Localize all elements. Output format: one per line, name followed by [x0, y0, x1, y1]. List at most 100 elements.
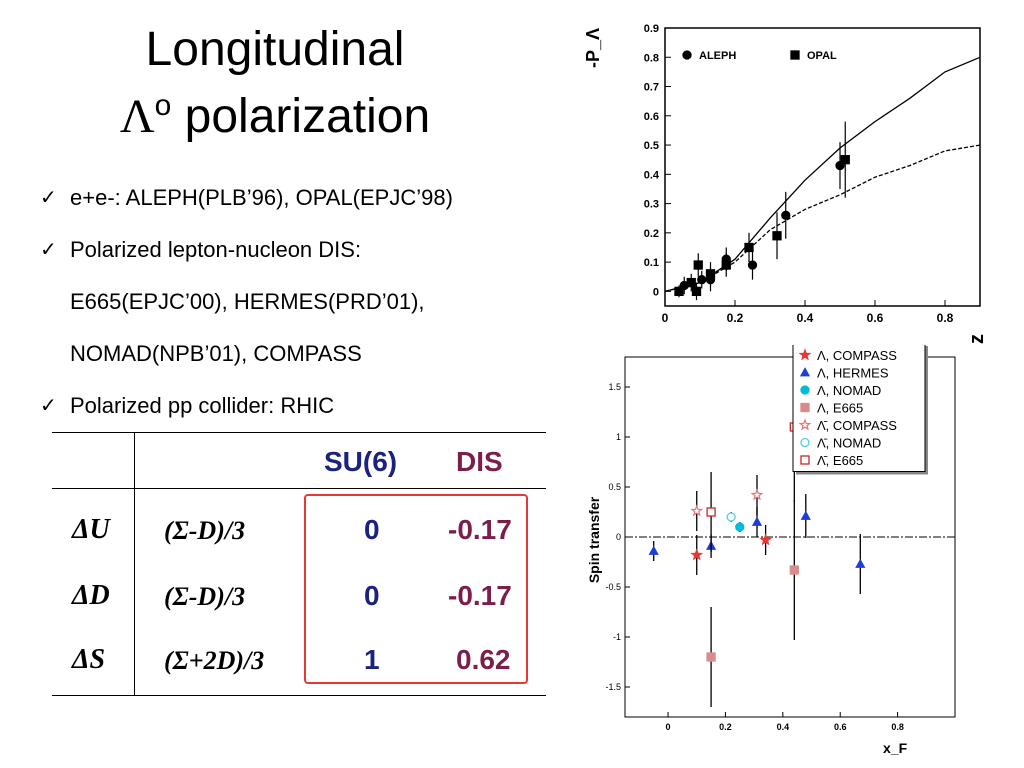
y-tick-label: 0.5 — [608, 482, 621, 492]
bullet-text: e+e-: ALEPH(PLB’96), OPAL(EPJC’98) — [70, 185, 453, 210]
x-tick-label: 0.8 — [937, 311, 954, 325]
data-point — [781, 210, 791, 220]
y-tick-label: 0.5 — [644, 140, 659, 152]
data-point — [706, 507, 716, 517]
legend-label: Λ̄, E665 — [817, 453, 863, 468]
data-point — [705, 269, 716, 279]
data-point — [800, 385, 810, 395]
data-point — [693, 260, 703, 270]
data-point — [840, 155, 850, 165]
data-point — [750, 488, 764, 501]
y-tick-label: 0.8 — [644, 52, 659, 64]
data-point — [697, 275, 707, 285]
y-tick-label: 1 — [616, 432, 621, 442]
data-point — [799, 367, 811, 377]
title-line-2: Λo polarization — [60, 78, 490, 145]
data-point — [690, 548, 704, 561]
bullet-text: E665(EPJC’00), HERMES(PRD’01), — [70, 289, 425, 314]
row-su6-value: 1 — [364, 644, 380, 675]
data-point — [686, 277, 696, 288]
data-point — [800, 455, 810, 465]
quark-spin-table: SU(6) DIS ΔU (Σ-D)/3 0 -0.17 ΔD (Σ-D)/3 … — [52, 432, 546, 696]
data-point — [772, 231, 782, 241]
x-tick-label: 0.4 — [777, 722, 790, 732]
x-tick-label: 0.8 — [891, 722, 904, 732]
data-point — [735, 522, 745, 532]
y-tick-label: -1.5 — [605, 682, 621, 692]
header-dis: DIS — [456, 446, 503, 477]
chart1-ylabel: -P_Λ — [585, 28, 603, 68]
data-point — [682, 50, 692, 60]
legend-label: Λ, HERMES — [817, 366, 889, 381]
spin-transfer-chart: 1.5 1 0.5 0 -0.5 -1 -1.5 0 0.2 0.4 0.6 0.8 Λ, COMPA… — [586, 345, 956, 756]
bullet-item: ✓ e+e-: ALEPH(PLB’96), OPAL(EPJC’98) — [40, 172, 580, 224]
row-quark-label: ΔS — [72, 644, 106, 675]
chart1-xlabel: z — [966, 334, 988, 344]
y-tick-label: 0 — [616, 532, 621, 542]
row-dis-value: -0.17 — [448, 580, 512, 611]
y-tick-label: 0.4 — [644, 169, 660, 181]
data-point — [691, 286, 702, 297]
table-header-rule — [52, 488, 546, 489]
y-tick-label: 0.6 — [644, 111, 659, 123]
y-tick-label: 1.5 — [608, 382, 621, 392]
data-point — [759, 533, 773, 546]
data-point — [706, 652, 716, 662]
row-su6-value: 0 — [364, 580, 380, 611]
data-point — [747, 260, 758, 270]
chart2-xlabel: x_F — [883, 740, 908, 756]
data-point — [790, 50, 800, 60]
x-tick-label: 0.6 — [834, 722, 847, 732]
data-point — [800, 402, 810, 413]
solid-curve — [664, 56, 981, 293]
table-top-rule — [52, 432, 546, 433]
checkmark-icon: ✓ — [40, 395, 57, 417]
data-point — [798, 348, 812, 361]
checkmark-icon: ✓ — [40, 239, 57, 261]
y-tick-label: 0.7 — [644, 82, 659, 94]
polarization-chart: 0 0.1 0.2 0.3 0.4 0.5 0.6 0.7 0.8 0.9 0 0.2 0.4 0.6 0.… — [585, 23, 988, 344]
highlight-box — [304, 494, 528, 684]
legend-label: Λ, COMPASS — [817, 348, 897, 363]
data-point — [855, 558, 866, 568]
x-tick-label: 0.2 — [727, 311, 744, 325]
x-tick-label: 0 — [662, 311, 669, 325]
slide-title: Longitudinal Λo polarization — [60, 22, 490, 145]
bullet-continuation: NOMAD(NPB’01), COMPASS — [40, 328, 580, 380]
y-tick-label: -1 — [613, 632, 621, 642]
data-point — [648, 545, 659, 555]
header-su6: SU(6) — [324, 446, 398, 477]
row-dis-value: 0.62 — [456, 644, 511, 675]
x-tick-label: 0.4 — [797, 311, 814, 325]
data-point — [798, 418, 812, 431]
legend-box — [792, 345, 926, 472]
x-tick-label: 0.2 — [719, 722, 732, 732]
chart2-ylabel: Spin transfer — [586, 496, 602, 583]
data-point — [690, 504, 704, 517]
bullet-text: Polarized pp collider: RHIC — [70, 393, 335, 418]
data-point — [744, 242, 754, 253]
data-point — [674, 286, 684, 297]
legend-label: Λ̄, NOMAD — [817, 436, 881, 451]
checkmark-icon: ✓ — [40, 187, 57, 209]
x-tick-label: 0 — [666, 722, 671, 732]
dashed-curve — [664, 144, 981, 293]
title-superscript: o — [154, 89, 172, 122]
legend-label: Λ, NOMAD — [817, 383, 881, 398]
bullet-item: ✓ Polarized pp collider: RHIC — [40, 380, 580, 432]
table-column-divider — [134, 432, 135, 696]
data-point — [726, 512, 736, 522]
row-formula: (Σ-D)/3 — [164, 582, 246, 611]
row-quark-label: ΔU — [72, 514, 110, 545]
row-formula: (Σ-D)/3 — [164, 516, 246, 545]
y-tick-label: -0.5 — [605, 582, 621, 592]
legend-label: Λ, E665 — [817, 401, 863, 416]
y-tick-label: 0.9 — [644, 23, 659, 35]
title-lambda: Λ — [119, 90, 155, 143]
data-point — [800, 510, 811, 520]
bullet-item: ✓ Polarized lepton-nucleon DIS: — [40, 224, 580, 276]
data-point — [751, 516, 763, 526]
data-point — [800, 437, 810, 448]
title-rest: polarization — [171, 90, 431, 143]
x-tick-label: 0.6 — [867, 311, 884, 325]
